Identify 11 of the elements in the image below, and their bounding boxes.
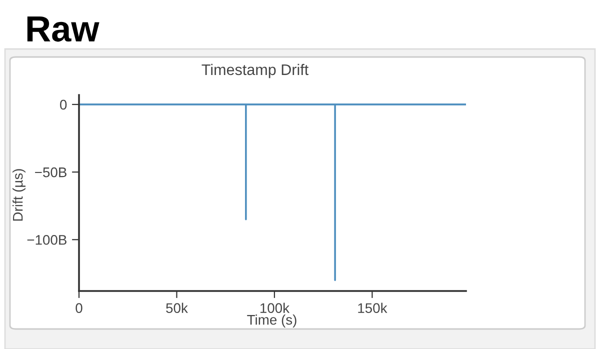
x-axis-title: Time (s): [247, 314, 296, 328]
x-tick-label: 100k: [260, 302, 290, 314]
x-tick-label: 150k: [358, 302, 388, 314]
y-tick-label: −100B: [27, 234, 66, 245]
x-tick-label: 0: [76, 303, 82, 314]
y-tick-label: 0: [60, 100, 67, 110]
y-axis-title: Drift (µs): [12, 169, 26, 221]
x-tick-label: 50k: [166, 302, 188, 314]
y-tick-label: −50B: [35, 167, 66, 178]
chart-subtitle: Timestamp Drift: [202, 64, 309, 78]
chart-title: Raw: [27, 16, 100, 42]
